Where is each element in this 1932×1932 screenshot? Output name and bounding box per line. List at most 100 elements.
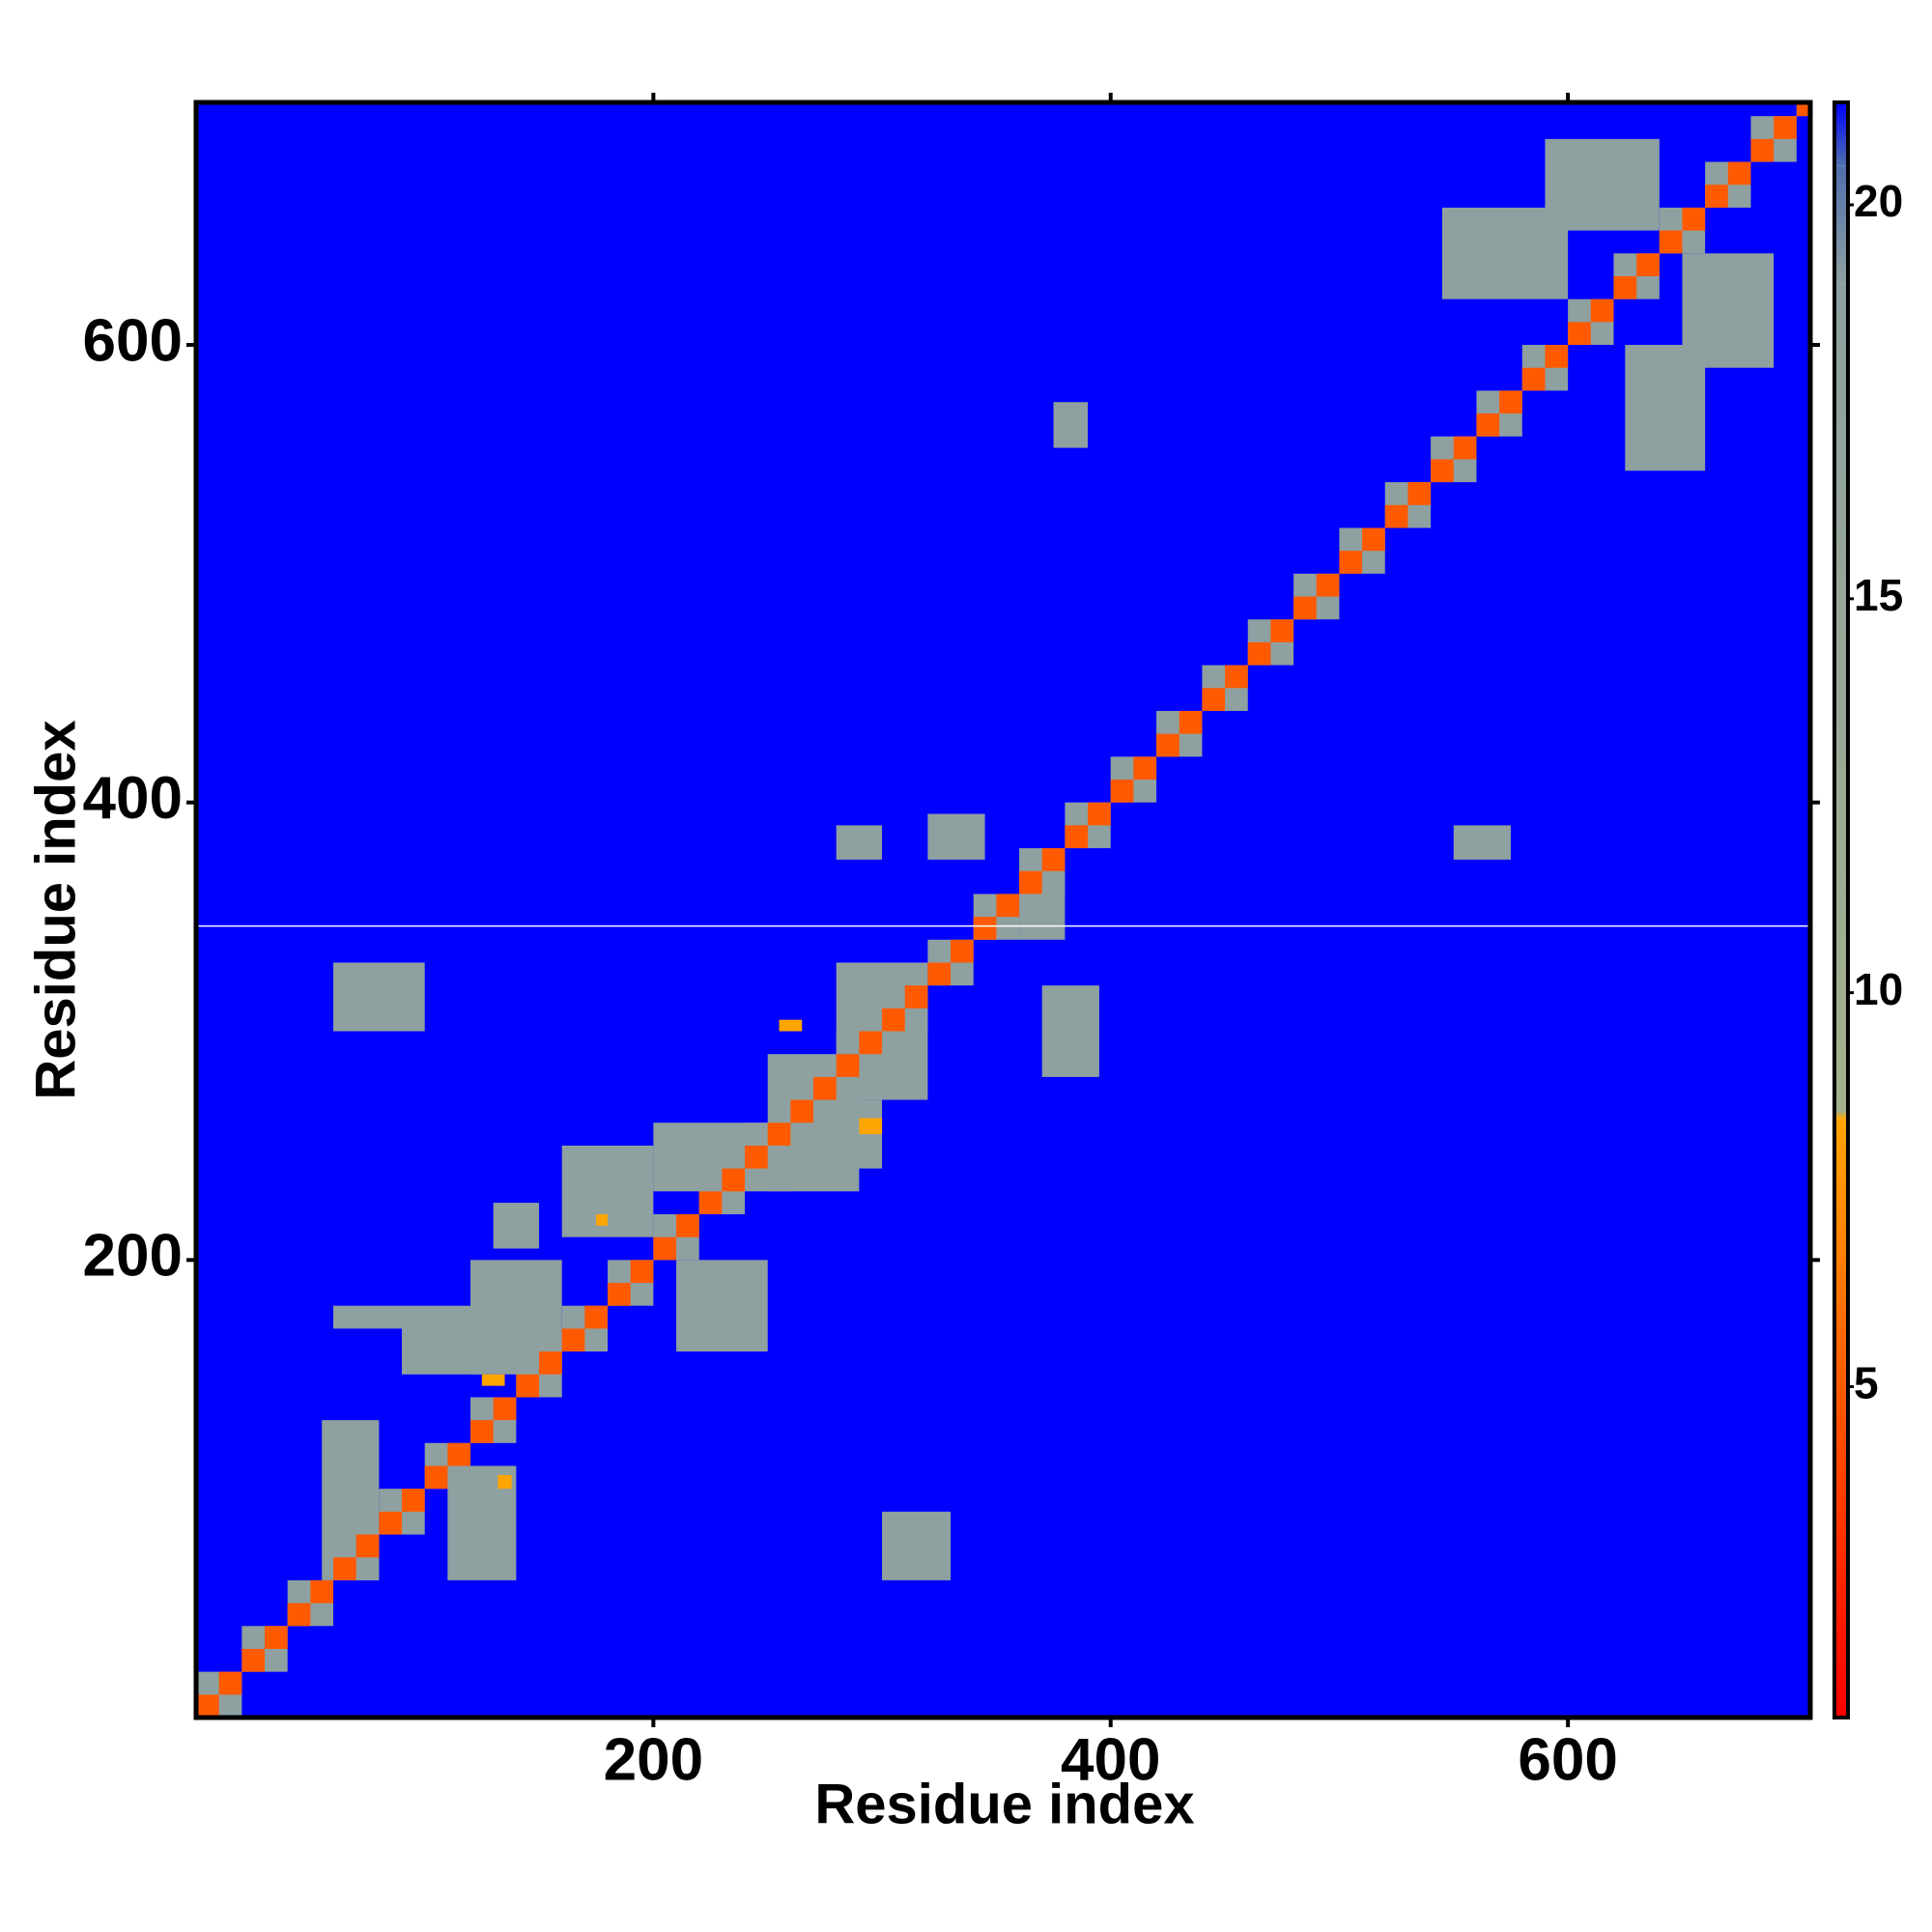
heatmap-cell xyxy=(1545,345,1569,368)
heatmap-cell xyxy=(355,1534,380,1558)
heatmap-cell xyxy=(1225,665,1248,689)
y-axis-title: Residue index xyxy=(24,720,87,1099)
heatmap-cell xyxy=(402,1305,494,1375)
heatmap-cell xyxy=(1065,825,1089,849)
heatmap-cell xyxy=(516,1374,540,1398)
heatmap-cell xyxy=(676,1213,699,1237)
heatmap-cell xyxy=(1270,619,1294,642)
heatmap-cell xyxy=(767,1122,791,1146)
heatmap-cell xyxy=(287,1603,311,1627)
x-tick-label: 200 xyxy=(604,1726,703,1793)
heatmap-cell xyxy=(927,813,985,860)
heatmap-cell xyxy=(493,1203,540,1249)
heatmap-cell xyxy=(653,1236,677,1261)
heatmap-cell xyxy=(481,1374,505,1386)
heatmap-cell xyxy=(333,962,425,1032)
x-tick-label: 600 xyxy=(1518,1726,1617,1793)
heatmap-cell xyxy=(1407,482,1432,505)
heatmap-cell xyxy=(1384,504,1408,528)
colorbar-tick-label: 10 xyxy=(1854,964,1903,1014)
x-tick-label: 400 xyxy=(1061,1726,1160,1793)
heatmap-cell xyxy=(539,1351,562,1375)
heatmap-cell xyxy=(1362,527,1385,552)
heatmap-cell xyxy=(1545,138,1660,231)
heatmap-cell xyxy=(836,825,883,860)
heatmap-cell xyxy=(424,1465,448,1490)
heatmap-cell xyxy=(1202,688,1226,711)
y-tick-label: 600 xyxy=(83,307,183,374)
heatmap-cell xyxy=(584,1305,609,1329)
heatmap-cell xyxy=(1705,185,1728,208)
heatmap-cell xyxy=(218,1671,242,1695)
heatmap-cell xyxy=(1727,161,1751,185)
colorbar-segment xyxy=(1834,1386,1848,1718)
heatmap-cell xyxy=(882,1008,905,1032)
heatmap-cell xyxy=(973,917,997,940)
heatmap-cell xyxy=(1339,551,1363,574)
heatmap-cell xyxy=(1476,413,1500,437)
heatmap-cell xyxy=(310,1579,334,1604)
colorbar-segment xyxy=(1834,1110,1848,1120)
heatmap-cell xyxy=(608,1283,631,1306)
heatmap-cell xyxy=(1774,116,1797,139)
heatmap-cell xyxy=(447,1442,471,1466)
heatmap-cell xyxy=(1179,710,1203,734)
heatmap-cell xyxy=(242,1648,266,1672)
heatmap-cell xyxy=(1088,802,1111,826)
heatmap-cell xyxy=(196,1694,219,1718)
heatmap-cell xyxy=(1247,641,1271,666)
colorbar-segment xyxy=(1834,283,1848,1111)
heatmap-cell xyxy=(1041,848,1065,871)
heatmap-cell xyxy=(676,1260,768,1352)
colorbar-tick-label: 5 xyxy=(1854,1358,1879,1408)
heatmap-cell xyxy=(1110,780,1134,803)
heatmap-cell xyxy=(561,1328,585,1352)
colorbar-frame xyxy=(1833,100,1850,1719)
heatmap-cell xyxy=(1053,402,1089,448)
heatmap-cell xyxy=(779,1019,803,1032)
heatmap-cell xyxy=(1316,573,1340,597)
y-tick-label: 400 xyxy=(83,765,183,832)
heatmap-cell xyxy=(1636,253,1660,276)
heatmap-cell xyxy=(951,939,974,963)
heatmap-cell xyxy=(904,985,928,1009)
heatmap-cell xyxy=(1156,733,1179,757)
heatmap-cell xyxy=(333,1557,356,1580)
heatmap-cell xyxy=(1453,436,1477,460)
heatmap-cell xyxy=(630,1260,654,1284)
heatmap-cell xyxy=(836,1054,860,1077)
colorbar-tick-label: 20 xyxy=(1854,176,1903,226)
colorbar-segment xyxy=(1834,102,1848,166)
heatmap-cell xyxy=(813,1076,837,1100)
colorbar-segment xyxy=(1834,165,1848,284)
y-tick-label: 200 xyxy=(83,1223,183,1290)
heatmap-cell xyxy=(859,1118,883,1135)
heatmap-cell xyxy=(790,1099,814,1123)
heatmap-cell xyxy=(497,1474,512,1490)
heatmap-cell xyxy=(1499,390,1522,414)
x-axis-title: Residue index xyxy=(814,1773,1194,1835)
heatmap-cell xyxy=(1453,825,1511,860)
plot-frame xyxy=(193,99,1813,1720)
heatmap-cell xyxy=(1682,253,1775,368)
heatmap-cell xyxy=(1293,596,1317,620)
colorbar-tick-label: 15 xyxy=(1854,570,1903,620)
cells xyxy=(196,102,1810,1718)
heatmap-cell xyxy=(698,1191,723,1214)
heatmap-cell xyxy=(1521,367,1546,391)
heatmap-cell xyxy=(1041,985,1099,1077)
heatmap-cell xyxy=(470,1420,494,1443)
heatmap-cell xyxy=(1613,275,1637,299)
heatmap-cell xyxy=(1133,756,1157,781)
heatmap-cell xyxy=(596,1213,609,1226)
heatmap-cell xyxy=(1750,138,1775,162)
heatmap-cell xyxy=(265,1626,288,1649)
heatmap-cell xyxy=(493,1397,517,1421)
heatmap-cell xyxy=(1019,870,1042,895)
heatmap-cell xyxy=(402,1489,425,1512)
heatmap-cell xyxy=(1682,207,1706,231)
heatmap-cell xyxy=(745,1145,768,1169)
colorbar-segment xyxy=(1834,1119,1848,1387)
